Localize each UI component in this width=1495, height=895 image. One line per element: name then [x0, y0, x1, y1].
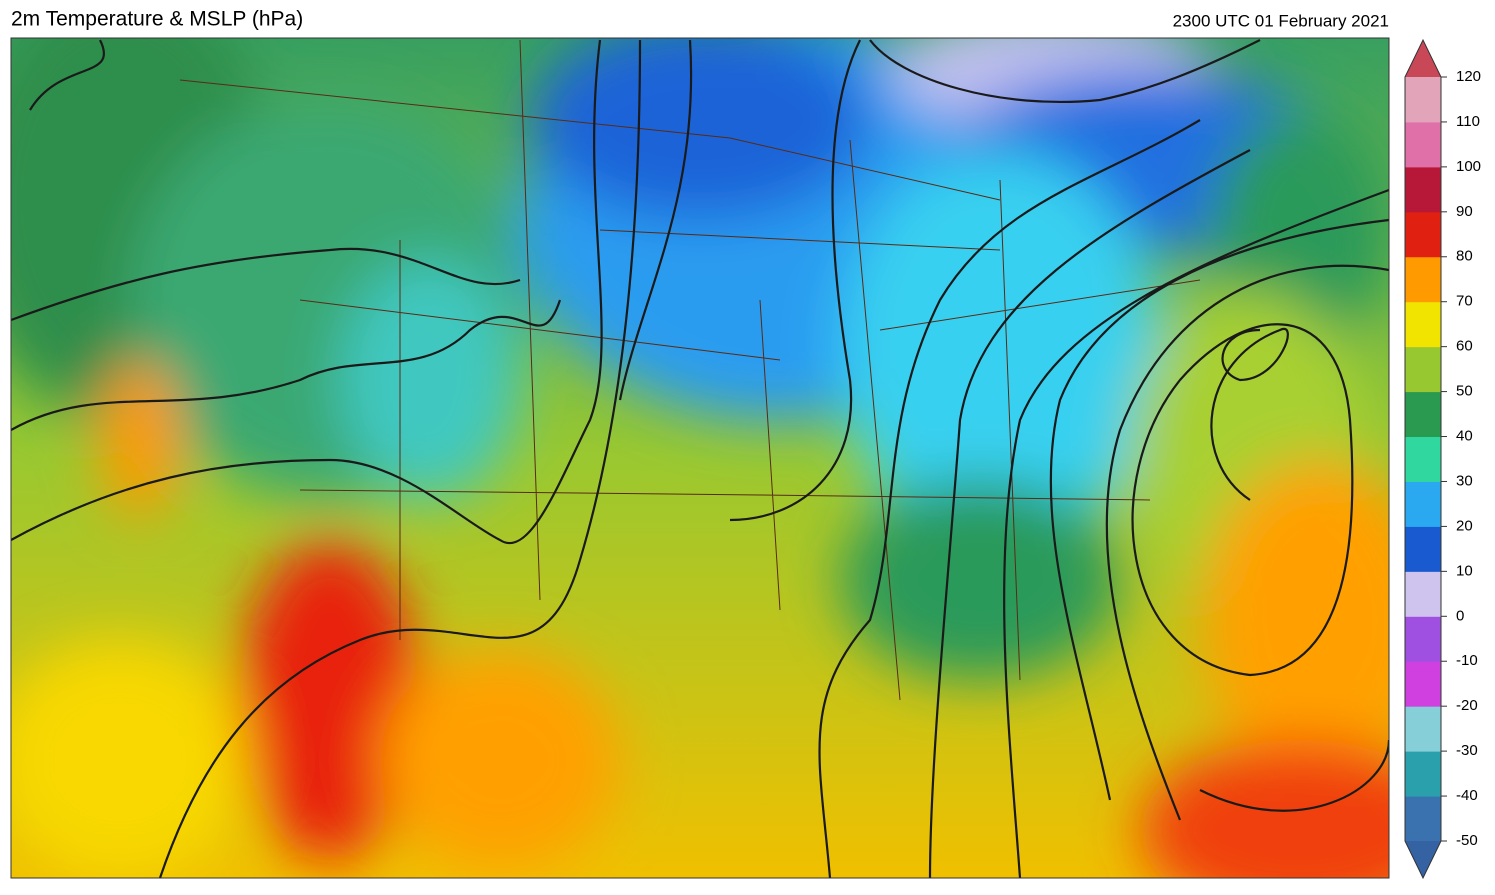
- isobars: [11, 39, 1389, 878]
- colorbar-band: [1405, 571, 1441, 617]
- colorbar-tick-label: 40: [1456, 427, 1473, 444]
- colorbar-tick-label: 90: [1456, 203, 1473, 220]
- colorbar-band: [1405, 751, 1441, 797]
- colorbar-tick-label: 110: [1456, 113, 1480, 130]
- colorbar-band: [1405, 77, 1441, 123]
- colorbar-tick-label: -40: [1456, 787, 1478, 804]
- colorbar-tick-label: 80: [1456, 248, 1473, 265]
- colorbar-tick-label: -50: [1456, 832, 1478, 849]
- colorbar-band: [1405, 526, 1441, 572]
- colorbar-tick-label: 70: [1456, 293, 1473, 310]
- colorbar: 1201101009080706050403020100-10-20-30-40…: [1404, 38, 1481, 880]
- valid-time: 2300 UTC 01 February 2021: [1173, 11, 1389, 30]
- colorbar-band: [1405, 481, 1441, 527]
- map-frame: [10, 37, 1390, 879]
- colorbar-tick-label: 100: [1456, 158, 1481, 175]
- colorbar-band: [1405, 661, 1441, 707]
- colorbar-tick-label: -20: [1456, 697, 1478, 714]
- colorbar-tick-label: 30: [1456, 472, 1473, 489]
- colorbar-tick-label: 120: [1456, 68, 1481, 85]
- colorbar-tick-label: 0: [1456, 607, 1464, 624]
- colorbar-tick-label: -10: [1456, 652, 1478, 669]
- colorbar-band: [1405, 391, 1441, 438]
- colorbar-band: [1405, 436, 1441, 482]
- colorbar-tick-label: 20: [1456, 517, 1473, 534]
- colorbar-tick-label: -30: [1456, 742, 1478, 759]
- colorbar-band: [1405, 166, 1441, 213]
- colorbar-band: [1405, 256, 1441, 303]
- colorbar-band: [1405, 796, 1441, 842]
- colorbar-tick-label: 10: [1456, 562, 1473, 579]
- colorbar-tick-label: 50: [1456, 383, 1473, 400]
- colorbar-band: [1405, 211, 1441, 258]
- colorbar-band: [1405, 346, 1441, 393]
- colorbar-tick-label: 60: [1456, 338, 1473, 355]
- colorbar-band: [1405, 121, 1441, 168]
- colorbar-band: [1405, 706, 1441, 752]
- colorbar-band: [1405, 616, 1441, 662]
- colorbar-band: [1405, 301, 1441, 348]
- map: [11, 38, 1389, 878]
- colorbar-max-arrow: [1405, 40, 1441, 77]
- map-title: 2m Temperature & MSLP (hPa): [11, 8, 303, 31]
- colorbar-min-arrow: [1405, 841, 1441, 878]
